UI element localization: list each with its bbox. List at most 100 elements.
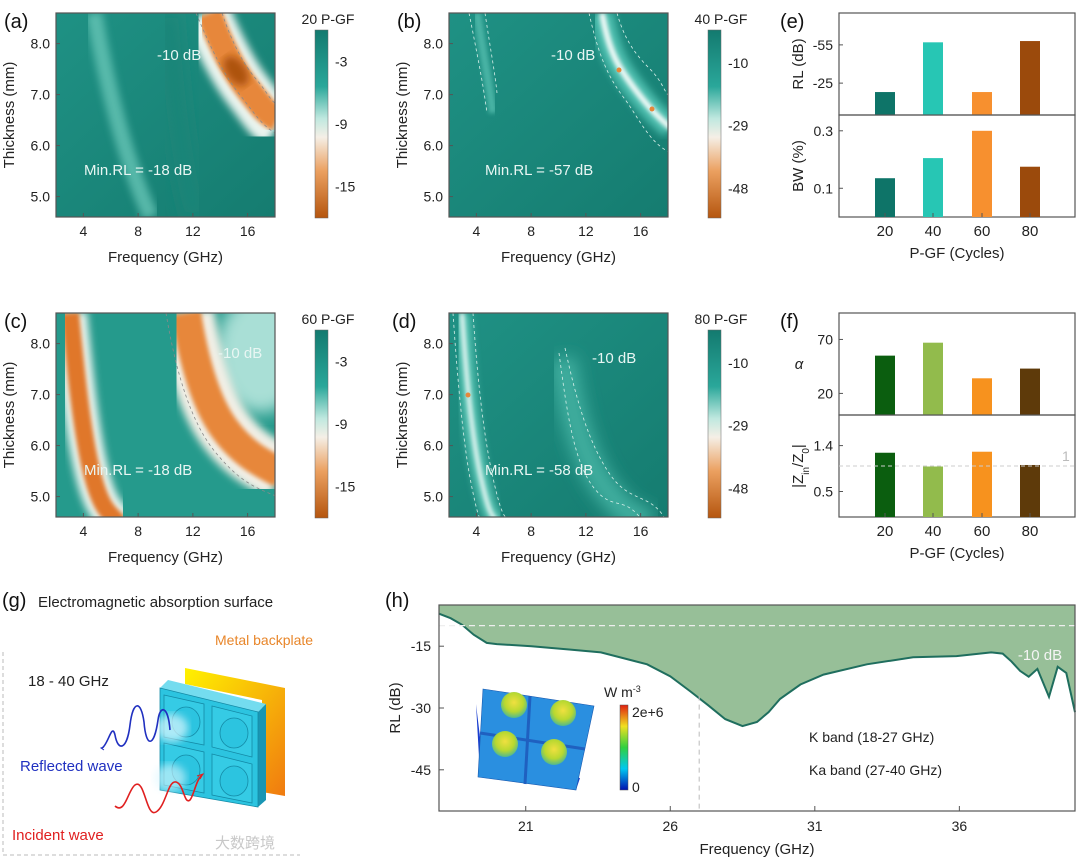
bar-60	[972, 378, 992, 415]
unit-exponent: -3	[633, 684, 641, 694]
g-title: Electromagnetic absorption surface	[38, 594, 273, 611]
threshold-label: -10 dB	[1018, 647, 1062, 664]
colorbar	[314, 329, 329, 519]
x-tick-label: 16	[240, 223, 256, 239]
y-tick-label: -55	[813, 37, 833, 53]
absorption-area	[439, 605, 1075, 727]
colorbar-title: 20 P-GF	[302, 11, 355, 27]
colorbar-tick-label: -48	[728, 480, 748, 496]
x-tick-label: 20	[877, 223, 894, 240]
colorbar-tick-label: -29	[728, 418, 748, 434]
bar-20	[875, 178, 895, 217]
bar-40	[923, 466, 943, 517]
colorbar-tick-label: -3	[335, 353, 348, 369]
x-axis-label: P-GF (Cycles)	[910, 245, 1005, 262]
y-tick-label: -45	[411, 762, 431, 778]
y-tick-label: 8.0	[31, 36, 51, 52]
x-tick-label: 8	[134, 523, 142, 539]
x-tick-label: 16	[633, 523, 649, 539]
colorbar-tick-label: -29	[728, 118, 748, 134]
watermark: 大数跨境	[215, 834, 275, 852]
y-tick-label: 8.0	[31, 336, 51, 352]
colorbar	[707, 29, 722, 219]
frequency-range-label: 18 - 40 GHz	[28, 673, 109, 690]
subplot-frame	[838, 114, 1076, 218]
y-tick-label: 5.0	[424, 489, 444, 505]
panel-label-c: (c)	[4, 311, 27, 333]
bar-60	[972, 92, 992, 115]
x-tick-label: 40	[925, 523, 942, 540]
y-tick-label: 6.0	[31, 438, 51, 454]
x-axis-label: Frequency (GHz)	[501, 249, 616, 266]
min-rl-annotation: Min.RL = -58 dB	[485, 462, 593, 479]
colorbar-tick-label: -15	[335, 179, 355, 195]
y-axis-label: Thickness (mm)	[1, 362, 18, 469]
y-tick-label: 5.0	[31, 189, 51, 205]
heatmap-d	[449, 313, 668, 517]
heatmap-c	[56, 313, 275, 517]
panel-label-e: (e)	[780, 11, 804, 33]
x-axis-label: Frequency (GHz)	[699, 841, 814, 858]
x-tick-label: 4	[79, 523, 87, 539]
x-tick-label: 4	[472, 223, 480, 239]
x-tick-label: 36	[952, 818, 968, 834]
panel-label-d: (d)	[392, 311, 416, 333]
y-tick-label: 6.0	[31, 138, 51, 154]
y-axis-label-part: |	[790, 444, 807, 448]
bar-80	[1020, 464, 1040, 517]
min-rl-annotation: Min.RL = -18 dB	[84, 162, 192, 179]
bar-60	[972, 451, 992, 517]
colorbar-title: 60 P-GF	[302, 311, 355, 327]
y-axis-label: BW (%)	[790, 140, 807, 192]
plot-frame	[448, 12, 669, 218]
y-axis-label: Thickness (mm)	[1, 62, 18, 169]
bar-20	[875, 355, 895, 415]
contour-label: -10 dB	[592, 350, 636, 367]
incident-wave-icon	[114, 774, 203, 814]
x-tick-label: 80	[1022, 523, 1039, 540]
panel-label-g: (g)	[2, 590, 26, 612]
plot-frame	[55, 12, 276, 218]
absorber-illustration	[2, 652, 300, 856]
x-axis-label: P-GF (Cycles)	[910, 545, 1005, 562]
y-tick-label: 6.0	[424, 438, 444, 454]
y-tick-label: 20	[817, 385, 833, 401]
contour-label: -10 dB	[218, 345, 262, 362]
x-tick-label: 12	[185, 223, 201, 239]
y-tick-label: -25	[813, 75, 833, 91]
x-tick-label: 12	[578, 223, 594, 239]
inset-colorbar-min: 0	[632, 779, 640, 795]
colorbar-title: 80 P-GF	[695, 311, 748, 327]
contour-label: -10 dB	[551, 47, 595, 64]
y-axis-label: Thickness (mm)	[394, 362, 411, 469]
panel-label-f: (f)	[780, 311, 799, 333]
y-tick-label: 1.4	[814, 438, 834, 454]
min-rl-annotation: Min.RL = -18 dB	[84, 462, 192, 479]
bar-40	[923, 42, 943, 116]
bar-20	[875, 92, 895, 115]
contour-label: -10 dB	[157, 47, 201, 64]
colorbar-tick-label: -9	[335, 116, 348, 132]
colorbar-tick-label: -48	[728, 180, 748, 196]
y-tick-label: 8.0	[424, 336, 444, 352]
colorbar	[314, 29, 329, 219]
x-axis-label: Frequency (GHz)	[108, 549, 223, 566]
bar-40	[923, 342, 943, 415]
backplate-label: Metal backplate	[215, 632, 313, 648]
x-tick-label: 31	[807, 818, 823, 834]
x-tick-label: 12	[578, 523, 594, 539]
dashed-frame	[2, 652, 300, 856]
x-tick-label: 12	[185, 523, 201, 539]
rl-curve	[438, 612, 1076, 728]
panel-label-h: (h)	[385, 590, 409, 612]
y-tick-label: 0.3	[814, 123, 834, 139]
x-tick-label: 16	[240, 523, 256, 539]
x-tick-label: 26	[662, 818, 678, 834]
inset-colorbar-unit: W m-3	[604, 684, 641, 700]
colorbar-tick-label: -9	[335, 416, 348, 432]
y-axis-label: |Zin/Z0|	[790, 444, 812, 488]
x-tick-label: 16	[633, 223, 649, 239]
bar-80	[1020, 368, 1040, 415]
unit-text: W m	[604, 684, 633, 700]
